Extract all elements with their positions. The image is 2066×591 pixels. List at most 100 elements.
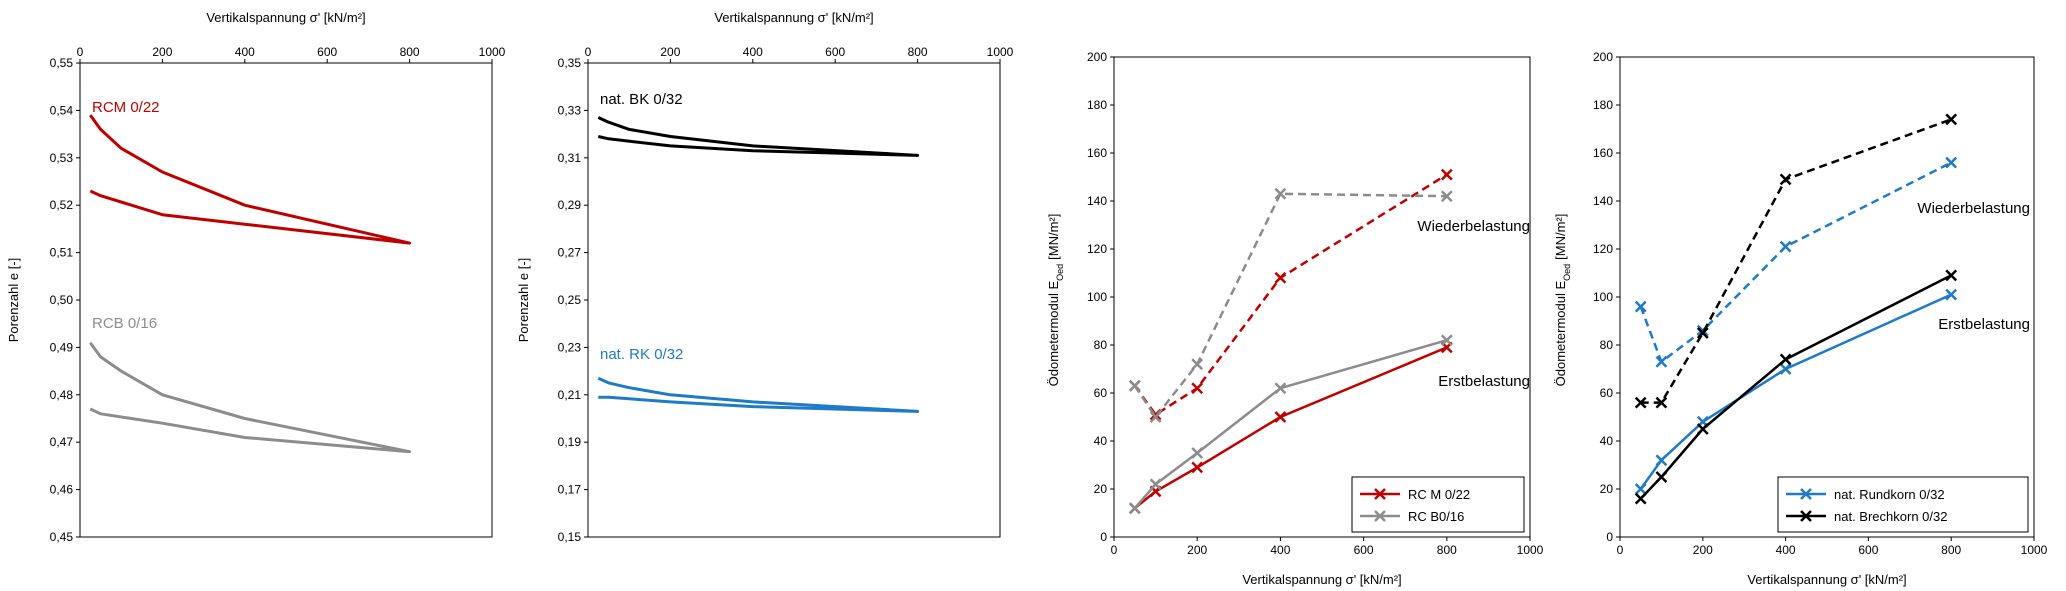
y-tick-label: 0,35 — [558, 56, 582, 70]
data-point-marker — [1634, 300, 1647, 313]
chart-2: 0 200 400 600 800 1000 0,15 0,17 0,19 0,21 0,23 0,2… — [516, 10, 1014, 544]
y-axis-label-main: Ödometermodul E — [1046, 281, 1061, 387]
legend-label: RC M 0/22 — [1408, 487, 1470, 502]
series-line — [1639, 161, 1952, 364]
x-tick-label: 0 — [77, 45, 84, 59]
y-tick-label: 0,25 — [558, 293, 582, 307]
x-tick-label: 600 — [825, 45, 845, 59]
x-tick-label: 600 — [1858, 543, 1878, 557]
y-axis-label-main: Porenzahl e [-] — [6, 258, 21, 343]
annotation: RCM 0/22 — [92, 99, 160, 116]
data-point-marker — [1655, 454, 1668, 467]
x-tick-label: 1000 — [2021, 543, 2048, 557]
y-tick-label: 0,54 — [50, 103, 74, 117]
legend-box — [1351, 476, 1525, 533]
y-tick-label: 160 — [1593, 146, 1613, 160]
x-axis-label: Vertikalspannung σ' [kN/m²] — [714, 10, 873, 25]
y-tick-label: 0,29 — [558, 198, 582, 212]
annotation: nat. BK 0/32 — [600, 91, 683, 108]
plot-area — [79, 62, 493, 538]
data-point-marker — [1655, 471, 1668, 483]
x-tick-label: 800 — [400, 45, 420, 59]
x-tick-label: 400 — [1270, 543, 1290, 557]
y-tick-label: 100 — [1593, 290, 1613, 304]
legend-marker — [1800, 510, 1812, 522]
y-tick-label: 200 — [1087, 50, 1107, 64]
x-tick-label: 400 — [1776, 543, 1796, 557]
y-tick-label: 120 — [1593, 242, 1613, 256]
series-line — [1640, 118, 1952, 404]
y-tick-label: 0,31 — [558, 151, 582, 165]
data-point-marker — [1945, 156, 1958, 169]
x-tick-label: 1000 — [987, 45, 1014, 59]
legend: nat. Rundkorn 0/32 nat. Brechkorn 0/32 — [1777, 476, 2029, 533]
y-tick-label: 0,47 — [50, 435, 74, 449]
y-tick-label: 0,23 — [558, 340, 582, 354]
data-point-marker — [1779, 353, 1792, 366]
annotation: nat. RK 0/32 — [600, 346, 683, 363]
annotation: Wiederbelastung — [1917, 200, 2030, 217]
y-axis-label-main: Porenzahl e [-] — [516, 258, 531, 343]
y-tick-label: 0,27 — [558, 246, 582, 260]
data-point-marker — [1779, 240, 1792, 253]
series-line — [597, 116, 920, 157]
data-point-marker — [1696, 327, 1709, 339]
y-tick-label: 0 — [1606, 530, 1613, 544]
chart-1: 0 200 400 600 800 1000 0,45 0,46 0,47 0,48 0,49 0,5… — [6, 10, 506, 544]
data-point-marker — [1191, 461, 1204, 474]
data-point-marker — [1945, 113, 1958, 126]
data-point-marker — [1440, 168, 1453, 181]
annotation: Wiederbelastung — [1417, 218, 1530, 235]
data-point-marker — [1779, 173, 1792, 186]
x-tick-label: 1000 — [479, 45, 506, 59]
y-tick-label: 60 — [1600, 386, 1614, 400]
data-point-marker — [1779, 363, 1792, 375]
series-line — [1133, 192, 1447, 419]
x-tick-label: 200 — [1693, 543, 1713, 557]
series-line — [1639, 274, 1952, 500]
y-tick-label: 0,45 — [50, 530, 74, 544]
x-tick-label: 200 — [660, 45, 680, 59]
y-tick-label: 0,15 — [558, 530, 582, 544]
y-tick-label: 180 — [1087, 98, 1107, 112]
series-line — [597, 376, 920, 413]
y-tick-label: 100 — [1087, 290, 1107, 304]
chart-3: 0 200 400 600 800 1000 0 20 40 60 80 100 120 140 160 18… — [1046, 50, 1544, 587]
legend-box — [1777, 476, 2029, 533]
y-tick-label: 0,46 — [50, 483, 74, 497]
x-tick-label: 0 — [1111, 543, 1118, 557]
data-point-marker — [1274, 411, 1287, 423]
data-point-marker — [1274, 271, 1287, 284]
y-tick-label: 20 — [1600, 482, 1614, 496]
x-axis-label: Vertikalspannung σ' [kN/m²] — [206, 10, 365, 25]
data-point-marker — [1655, 396, 1668, 409]
x-tick-label: 0 — [1617, 543, 1624, 557]
y-axis-label: Ödometermodul EOed [MN/m²] — [1046, 214, 1065, 387]
data-point-marker — [1191, 358, 1204, 371]
y-tick-label: 0,51 — [50, 246, 74, 260]
y-tick-label: 0,21 — [558, 388, 582, 402]
chart-4: 0 200 400 600 800 1000 0 20 40 60 80 100 120 140 160 18… — [1553, 50, 2048, 587]
y-axis-label: Porenzahl e [-] — [6, 258, 21, 343]
annotation: Erstbelastung — [1938, 316, 2030, 333]
data-point-marker — [1191, 382, 1204, 395]
x-tick-label: 600 — [317, 45, 337, 59]
x-tick-label: 1000 — [1517, 543, 1544, 557]
legend-label: nat. Rundkorn 0/32 — [1834, 487, 1945, 502]
legend-label: nat. Brechkorn 0/32 — [1834, 509, 1947, 524]
x-axis-label: Vertikalspannung σ' [kN/m²] — [1747, 572, 1906, 587]
data-point-marker — [1634, 483, 1647, 495]
y-tick-label: 0,49 — [50, 340, 74, 354]
data-point-marker — [1440, 190, 1453, 203]
y-axis-label-unit: [MN/m²] — [1553, 214, 1568, 260]
series-line — [1639, 293, 1952, 490]
y-axis-label-unit: [MN/m²] — [1046, 214, 1061, 260]
y-tick-label: 0,33 — [558, 103, 582, 117]
x-tick-label: 400 — [235, 45, 255, 59]
y-tick-label: 0,50 — [50, 293, 74, 307]
legend-marker — [1374, 488, 1386, 500]
annotation: Erstbelastung — [1438, 373, 1530, 390]
y-tick-label: 0,19 — [558, 435, 582, 449]
x-tick-label: 200 — [1187, 543, 1207, 557]
legend-marker — [1800, 488, 1812, 500]
